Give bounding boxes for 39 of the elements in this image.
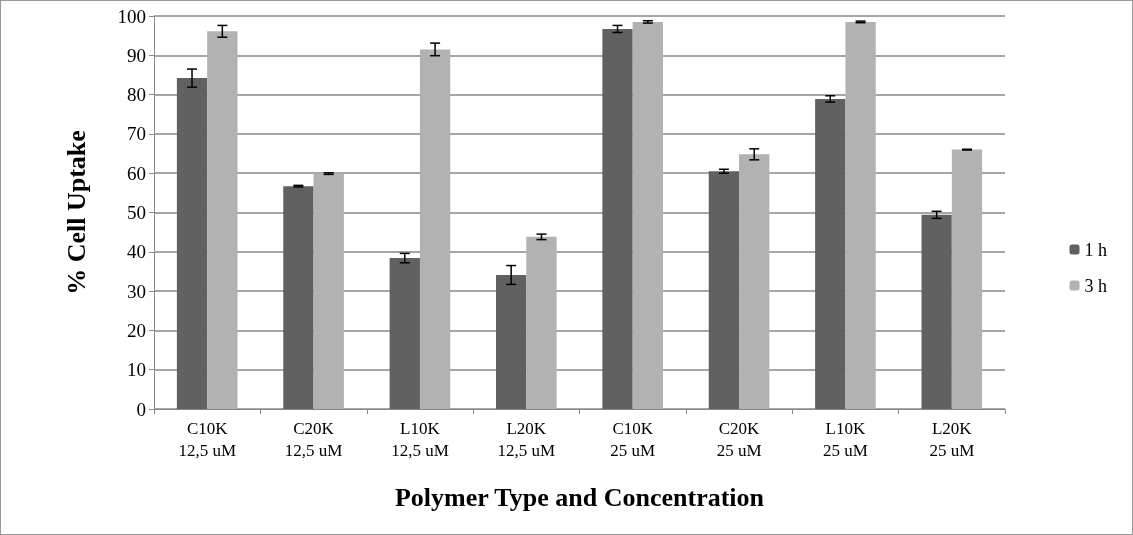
x-tick-label: L20K 25 uM [929, 418, 975, 460]
bar [951, 149, 983, 409]
x-tick-label: C10K 12,5 uM [178, 418, 236, 460]
legend-label: 3 h [1084, 275, 1107, 296]
y-tick-label: 10 [127, 359, 146, 381]
bar [921, 214, 952, 409]
bar [496, 274, 527, 409]
y-tick-label: 40 [127, 241, 146, 263]
bar [526, 236, 557, 409]
bar [815, 98, 846, 409]
legend-label: 1 h [1084, 239, 1107, 260]
y-tick-label: 30 [127, 280, 146, 302]
y-axis-title: % Cell Uptake [61, 130, 91, 295]
y-tick-label: 90 [127, 44, 146, 66]
y-tick-label: 100 [117, 5, 146, 27]
x-tick-label: L10K 12,5 uM [391, 418, 449, 460]
bar [739, 154, 770, 409]
x-tick-label: C20K 12,5 uM [284, 418, 343, 460]
bar [176, 78, 208, 409]
bar [207, 31, 238, 409]
y-tick-label: 50 [127, 202, 146, 223]
bar [283, 186, 314, 409]
bar [708, 171, 740, 409]
x-tick-label: C10K 25 uM [610, 418, 656, 460]
bar [313, 173, 344, 409]
x-tick-label: C20K 25 uM [716, 418, 762, 460]
bar [389, 258, 420, 409]
bar [845, 21, 876, 409]
y-tick-label: 60 [127, 162, 146, 184]
x-tick-label: L20K 12,5 uM [497, 418, 556, 460]
x-tick-label: L10K 25 uM [823, 418, 868, 460]
y-tick-label: 20 [127, 319, 146, 341]
y-tick-label: 80 [127, 84, 146, 106]
y-tick-label: 0 [136, 398, 146, 420]
bar [419, 49, 451, 409]
y-tick-label: 70 [127, 123, 146, 145]
bar [632, 21, 663, 409]
x-axis-title: Polymer Type and Concentration [394, 482, 765, 512]
bar [602, 28, 633, 409]
